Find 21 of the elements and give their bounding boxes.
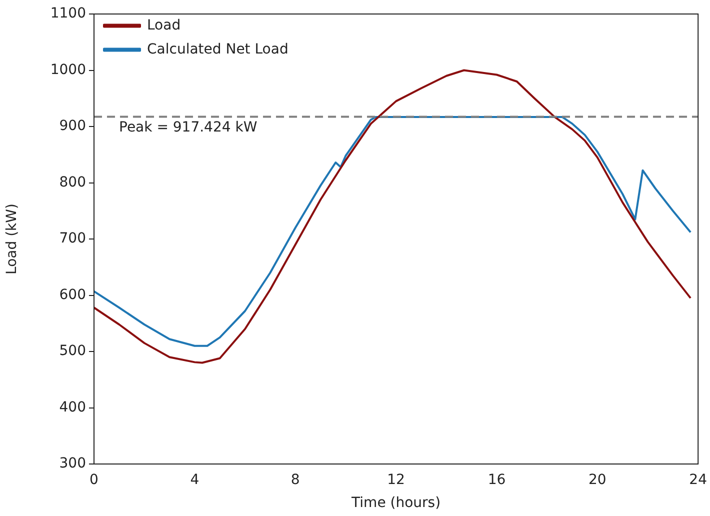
y-tick-label: 700 <box>59 230 86 247</box>
x-axis-title: Time (hours) <box>350 495 441 512</box>
y-tick-label: 600 <box>59 286 86 303</box>
legend-label: Calculated Net Load <box>147 41 288 58</box>
ref-line-label: Peak = 917.424 kW <box>119 119 258 136</box>
x-tick-label: 16 <box>488 472 506 488</box>
y-tick-label: 300 <box>59 456 86 472</box>
y-tick-label: 900 <box>59 118 86 134</box>
x-tick-label: 8 <box>290 472 300 488</box>
x-tick-label: 0 <box>90 472 98 488</box>
x-tick-label: 20 <box>588 472 606 488</box>
y-tick-label: 500 <box>59 343 86 360</box>
x-tick-label: 12 <box>387 472 405 488</box>
x-tick-label: 24 <box>689 472 708 488</box>
x-tick-label: 4 <box>190 472 200 488</box>
y-tick-label: 800 <box>59 174 86 190</box>
y-tick-label: 1000 <box>50 62 86 78</box>
y-axis-title: Load (kW) <box>4 204 20 274</box>
legend-label: Load <box>147 17 181 34</box>
y-tick-label: 400 <box>59 399 86 416</box>
y-tick-label: 1100 <box>50 6 86 22</box>
